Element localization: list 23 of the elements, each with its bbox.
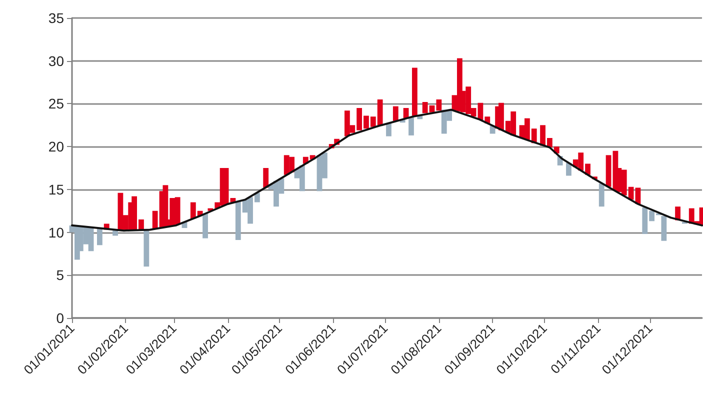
y-tick-label: 25 xyxy=(48,96,64,112)
bar xyxy=(408,116,414,136)
bar xyxy=(392,106,398,121)
bar xyxy=(606,155,612,187)
y-tick-label: 10 xyxy=(48,224,64,240)
line-series xyxy=(71,108,703,232)
y-tick-label: 30 xyxy=(48,52,64,69)
bar xyxy=(144,230,150,267)
bar xyxy=(661,216,667,241)
bar xyxy=(112,230,118,236)
bar xyxy=(412,68,418,116)
bar xyxy=(386,123,392,136)
y-tick-label: 5 xyxy=(56,267,64,284)
bar xyxy=(223,168,229,205)
bar xyxy=(202,213,208,238)
y-tick-label: 20 xyxy=(48,138,64,155)
bar xyxy=(263,168,269,188)
bar xyxy=(96,228,102,246)
y-tick-label: 35 xyxy=(48,10,64,26)
y-tick-label: 0 xyxy=(56,310,64,326)
y-tick-label: 15 xyxy=(48,181,64,198)
bar xyxy=(598,183,604,207)
bar xyxy=(566,162,572,176)
